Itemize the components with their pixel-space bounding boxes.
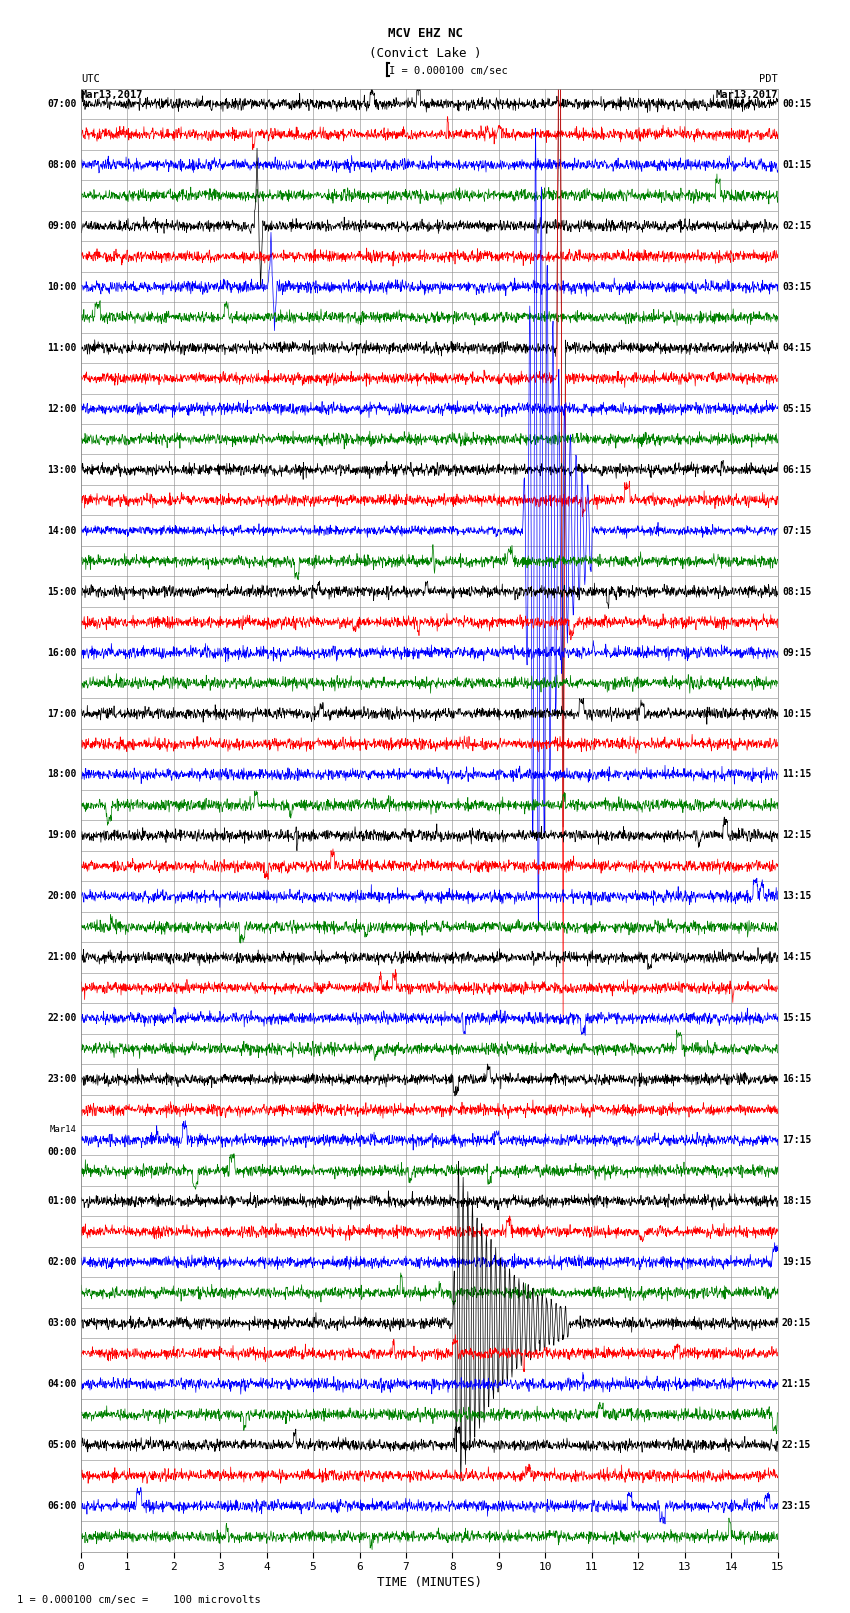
Text: 08:00: 08:00 — [47, 160, 76, 169]
Text: 02:15: 02:15 — [782, 221, 812, 231]
Text: 17:15: 17:15 — [782, 1136, 812, 1145]
Text: 20:15: 20:15 — [782, 1318, 812, 1327]
Text: 05:00: 05:00 — [47, 1440, 76, 1450]
Text: 23:00: 23:00 — [47, 1074, 76, 1084]
Text: 21:00: 21:00 — [47, 952, 76, 963]
Text: 18:00: 18:00 — [47, 769, 76, 779]
Text: 00:00: 00:00 — [47, 1147, 76, 1157]
Text: 07:00: 07:00 — [47, 98, 76, 110]
Text: 23:15: 23:15 — [782, 1502, 812, 1511]
Text: 07:15: 07:15 — [782, 526, 812, 536]
Text: 05:15: 05:15 — [782, 403, 812, 415]
Text: 04:15: 04:15 — [782, 344, 812, 353]
Text: 11:15: 11:15 — [782, 769, 812, 779]
Text: Mar14: Mar14 — [49, 1124, 76, 1134]
Text: MCV EHZ NC: MCV EHZ NC — [388, 27, 462, 40]
Text: Mar13,2017: Mar13,2017 — [715, 90, 778, 100]
Text: 21:15: 21:15 — [782, 1379, 812, 1389]
Text: 12:00: 12:00 — [47, 403, 76, 415]
Text: 16:00: 16:00 — [47, 647, 76, 658]
Text: 19:15: 19:15 — [782, 1257, 812, 1268]
Text: 00:15: 00:15 — [782, 98, 812, 110]
Text: 08:15: 08:15 — [782, 587, 812, 597]
Text: Mar13,2017: Mar13,2017 — [81, 90, 144, 100]
Text: 09:15: 09:15 — [782, 647, 812, 658]
Text: 13:00: 13:00 — [47, 465, 76, 474]
Text: 01:00: 01:00 — [47, 1197, 76, 1207]
Text: 03:15: 03:15 — [782, 282, 812, 292]
Text: 18:15: 18:15 — [782, 1197, 812, 1207]
Text: 13:15: 13:15 — [782, 892, 812, 902]
Text: 22:15: 22:15 — [782, 1440, 812, 1450]
Text: 06:00: 06:00 — [47, 1502, 76, 1511]
Text: 19:00: 19:00 — [47, 831, 76, 840]
Text: 20:00: 20:00 — [47, 892, 76, 902]
Text: 16:15: 16:15 — [782, 1074, 812, 1084]
Text: UTC: UTC — [81, 74, 99, 84]
Text: 03:00: 03:00 — [47, 1318, 76, 1327]
Text: 04:00: 04:00 — [47, 1379, 76, 1389]
X-axis label: TIME (MINUTES): TIME (MINUTES) — [377, 1576, 482, 1589]
Text: 15:00: 15:00 — [47, 587, 76, 597]
Text: 10:00: 10:00 — [47, 282, 76, 292]
Text: PDT: PDT — [759, 74, 778, 84]
Text: 15:15: 15:15 — [782, 1013, 812, 1023]
Text: 09:00: 09:00 — [47, 221, 76, 231]
Text: 17:00: 17:00 — [47, 708, 76, 718]
Text: 12:15: 12:15 — [782, 831, 812, 840]
Text: (Convict Lake ): (Convict Lake ) — [369, 47, 481, 60]
Text: 01:15: 01:15 — [782, 160, 812, 169]
Text: 22:00: 22:00 — [47, 1013, 76, 1023]
Text: 11:00: 11:00 — [47, 344, 76, 353]
Text: 14:00: 14:00 — [47, 526, 76, 536]
Text: 10:15: 10:15 — [782, 708, 812, 718]
Text: I = 0.000100 cm/sec: I = 0.000100 cm/sec — [389, 66, 508, 76]
Text: 02:00: 02:00 — [47, 1257, 76, 1268]
Text: 06:15: 06:15 — [782, 465, 812, 474]
Text: 1 = 0.000100 cm/sec =    100 microvolts: 1 = 0.000100 cm/sec = 100 microvolts — [17, 1595, 261, 1605]
Text: 14:15: 14:15 — [782, 952, 812, 963]
